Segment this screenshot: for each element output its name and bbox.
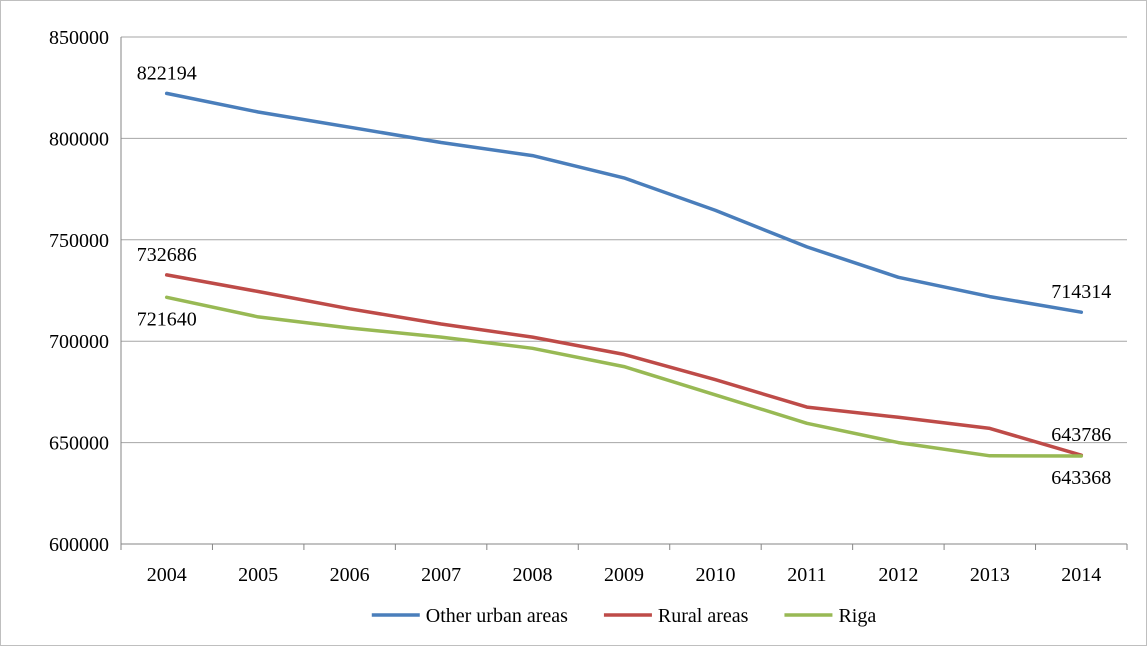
- x-tick-label: 2010: [695, 564, 735, 586]
- data-label-riga: 721640: [137, 308, 197, 330]
- x-tick-label: 2013: [970, 564, 1010, 586]
- series-line-other-urban-areas: [164, 91, 1084, 314]
- legend: Other urban areas Rural areas Riga: [371, 605, 876, 627]
- data-label-rural-areas: 643786: [1051, 424, 1111, 446]
- legend-label: Rural areas: [658, 605, 749, 627]
- x-tick-label: 2012: [878, 564, 918, 586]
- data-label-riga: 643368: [1051, 467, 1111, 489]
- x-tick-label: 2011: [787, 564, 826, 586]
- legend-label: Riga: [838, 605, 876, 627]
- y-axis-ticks: 600000 650000 700000 750000 800000 850000: [49, 27, 109, 556]
- data-label-rural-areas: 732686: [137, 244, 197, 266]
- legend-item-rural-areas: Rural areas: [603, 605, 749, 627]
- legend-item-riga: Riga: [784, 605, 876, 627]
- legend-item-other-urban-areas: Other urban areas: [371, 605, 568, 627]
- x-tick-label: 2004: [147, 564, 187, 586]
- y-tick-label: 750000: [49, 230, 109, 252]
- y-tick-label: 650000: [49, 433, 109, 455]
- axes: [120, 37, 1127, 545]
- x-axis-ticks: 2004 2005 2006 2007 2008 2009 2010 2011 2012 2013…: [120, 544, 1128, 586]
- y-tick-label: 700000: [49, 331, 109, 353]
- x-tick-label: 2009: [604, 564, 644, 586]
- x-tick-label: 2007: [421, 564, 461, 586]
- x-tick-label: 2006: [330, 564, 370, 586]
- x-tick-label: 2008: [513, 564, 553, 586]
- data-label-other-urban-areas: 822194: [137, 62, 197, 84]
- series-lines: [164, 91, 1084, 458]
- x-tick-label: 2014: [1061, 564, 1101, 586]
- x-tick-label: 2005: [238, 564, 278, 586]
- gridlines: [121, 36, 1127, 444]
- legend-label: Other urban areas: [426, 605, 568, 627]
- y-tick-label: 850000: [49, 27, 109, 49]
- data-label-other-urban-areas: 714314: [1051, 281, 1111, 303]
- y-tick-label: 600000: [49, 534, 109, 556]
- data-labels: 822194 732686 721640 714314 643786 643368: [137, 62, 1112, 489]
- series-line-rural-areas: [164, 273, 1084, 457]
- y-tick-label: 800000: [49, 128, 109, 150]
- series-line-riga: [164, 295, 1084, 458]
